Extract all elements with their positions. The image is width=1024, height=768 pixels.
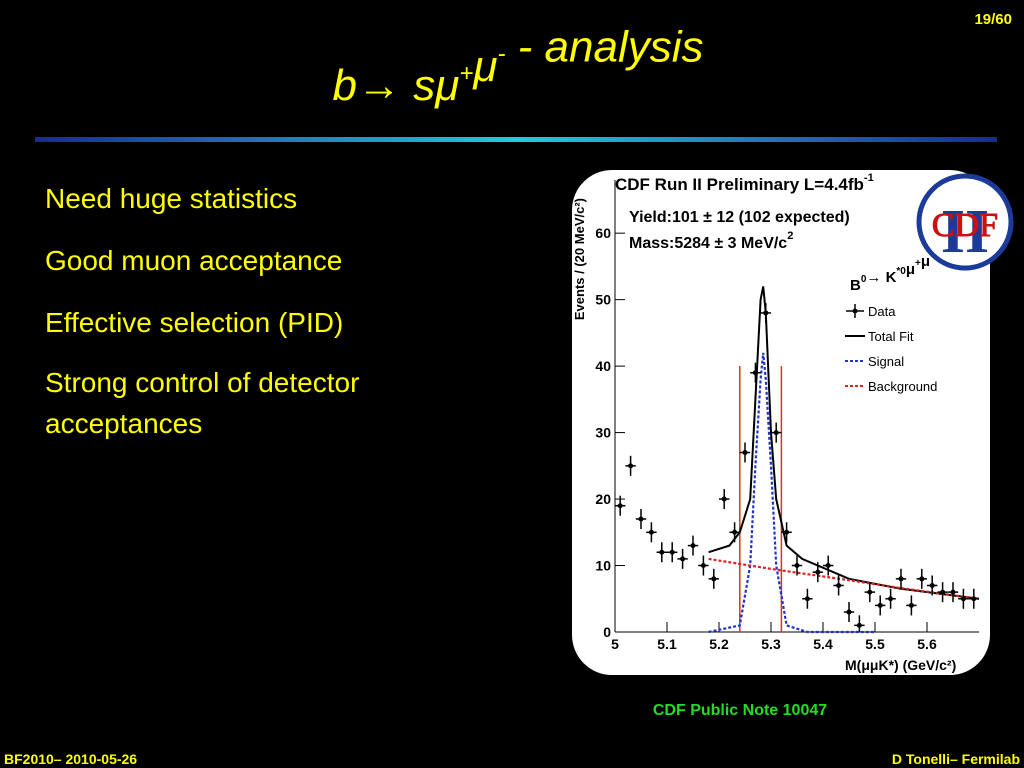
text-part: μ [906, 261, 915, 278]
y-tick-label: 40 [595, 358, 611, 374]
superscript: + [459, 60, 473, 87]
y-tick-label: 30 [595, 425, 611, 441]
bullet: acceptances [45, 408, 202, 439]
data-point [648, 529, 654, 535]
slide-title: b→ sμ+μ- - analysis [332, 23, 703, 110]
data-point [856, 622, 862, 628]
text-part: → K [866, 269, 896, 286]
y-axis-label: Events / (20 MeV/c²) [572, 198, 587, 320]
text-part: - analysis [505, 23, 703, 72]
figure-note: CDF Public Note 10047 [653, 702, 827, 719]
data-point [971, 596, 977, 602]
data-point [638, 516, 644, 522]
y-tick-label: 0 [603, 624, 611, 640]
page-number: 19/60 [974, 11, 1012, 28]
x-tick-label: 5.6 [917, 636, 937, 652]
text-part: μ [921, 253, 930, 270]
mass-text: Mass:5284 ± 3 MeV/c2 [629, 230, 793, 252]
logo-sub: II [941, 198, 989, 266]
data-point [919, 576, 925, 582]
title-rule [35, 137, 997, 142]
superscript: *0 [896, 266, 906, 277]
text-part: B [850, 277, 861, 294]
data-point [690, 543, 696, 549]
superscript: 0 [861, 274, 867, 285]
data-point [888, 596, 894, 602]
plot-title: CDF Run II Preliminary L=4.4fb-1 [615, 172, 874, 194]
bullet: Good muon acceptance [45, 245, 342, 276]
data-point [836, 582, 842, 588]
legend-label: Signal [868, 354, 904, 369]
x-tick-label: 5.4 [813, 636, 833, 652]
logo-ring [916, 173, 1014, 271]
y-tick-label: 20 [595, 491, 611, 507]
data-point [950, 589, 956, 595]
data-point [908, 602, 914, 608]
data-point [617, 503, 623, 509]
data-point [794, 563, 800, 569]
data-point [680, 556, 686, 562]
data-point [804, 596, 810, 602]
superscript: - [497, 41, 505, 68]
data-point [960, 596, 966, 602]
footer-left: BF2010– 2010-05-26 [4, 751, 137, 767]
x-axis-label: M(μμK*) (GeV/c²) [845, 657, 956, 673]
x-tick-label: 5.2 [709, 636, 729, 652]
y-tick-label: 60 [595, 225, 611, 241]
y-tick-label: 10 [595, 558, 611, 574]
legend-label: Background [868, 379, 937, 394]
text-part: Mass:5284 ± 3 MeV/c [629, 235, 787, 252]
x-tick-label: 5.5 [865, 636, 885, 652]
legend-label: Data [868, 304, 896, 319]
text-part: μ [434, 61, 459, 110]
data-point [867, 589, 873, 595]
superscript: -1 [864, 172, 874, 184]
text-part: CDF Run II Preliminary L=4.4fb [615, 175, 864, 194]
x-tick-label: 5.3 [761, 636, 781, 652]
y-tick-label: 50 [595, 292, 611, 308]
data-point [721, 496, 727, 502]
logo-text: CDF [932, 207, 998, 244]
bullet: Effective selection (PID) [45, 307, 343, 338]
data-point [711, 576, 717, 582]
text-part: → s [357, 61, 435, 110]
bullet: Strong control of detector [45, 367, 359, 398]
data-point [929, 582, 935, 588]
data-point [763, 310, 769, 316]
data-point [732, 529, 738, 535]
data-point [815, 569, 821, 575]
data-point [742, 450, 748, 456]
data-point [669, 549, 675, 555]
superscript: 2 [787, 230, 793, 242]
data-point [898, 576, 904, 582]
x-tick-label: 5.1 [657, 636, 677, 652]
data-point [784, 529, 790, 535]
fit-curve [708, 352, 875, 634]
superscript: + [915, 258, 921, 269]
bullets: Need huge statistics Good muon acceptance… [45, 183, 359, 439]
x-tick-label: 5 [611, 636, 619, 652]
legend-swatch [852, 308, 858, 314]
fit-curve [708, 557, 980, 600]
data-point [877, 602, 883, 608]
data-point [940, 589, 946, 595]
data-point [825, 563, 831, 569]
data-point [659, 549, 665, 555]
text-part: μ [472, 42, 497, 91]
data-point [773, 430, 779, 436]
text-part: b [332, 61, 356, 110]
data-point [700, 563, 706, 569]
data-point [846, 609, 852, 615]
data-point [628, 463, 634, 469]
yield-text: Yield:101 ± 12 (102 expected) [629, 209, 850, 226]
legend-label: Total Fit [868, 329, 914, 344]
bullet: Need huge statistics [45, 183, 297, 214]
decay-text: B0→ K*0μ+μ- [850, 250, 933, 294]
data-point [752, 370, 758, 376]
footer-right: D Tonelli– Fermilab [892, 751, 1020, 767]
